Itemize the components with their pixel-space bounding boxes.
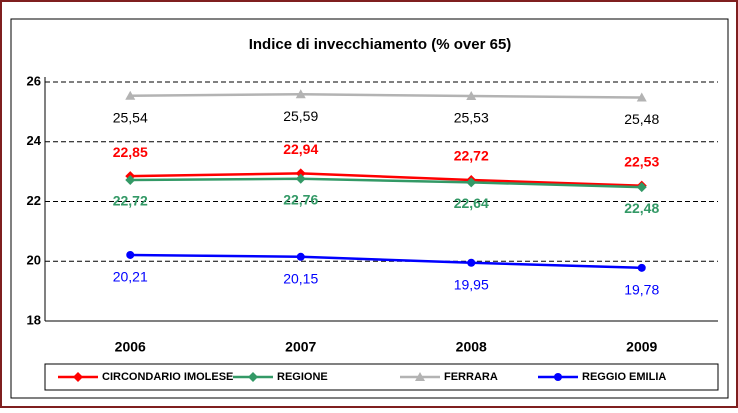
marker — [466, 91, 477, 101]
x-tick-label: 2007 — [285, 339, 316, 355]
data-label: 25,59 — [283, 108, 318, 124]
data-label: 20,21 — [113, 269, 148, 285]
y-tick-label: 20 — [27, 253, 41, 268]
marker — [73, 372, 83, 382]
marker — [295, 89, 306, 99]
legend-label: CIRCONDARIO IMOLESE — [102, 371, 233, 383]
marker — [466, 177, 477, 188]
legend-label: FERRARA — [444, 371, 498, 383]
marker — [248, 372, 258, 382]
data-label: 25,53 — [454, 110, 489, 126]
data-label: 19,95 — [454, 276, 489, 292]
marker — [636, 92, 647, 102]
y-tick-label: 24 — [27, 133, 42, 148]
chart-title: Indice di invecchiamento (% over 65) — [249, 36, 512, 53]
marker — [637, 263, 646, 272]
data-label: 25,54 — [113, 109, 148, 125]
marker — [295, 173, 306, 184]
marker — [296, 252, 305, 261]
legend-label: REGIONE — [277, 371, 328, 383]
x-tick-label: 2006 — [115, 339, 146, 355]
y-tick-label: 22 — [27, 193, 41, 208]
chart-border — [10, 18, 729, 399]
marker — [125, 90, 136, 100]
marker — [126, 250, 135, 259]
legend-label: REGGIO EMILIA — [582, 371, 666, 383]
series-line — [130, 177, 642, 189]
series-line — [130, 253, 642, 270]
data-label: 22,85 — [113, 144, 148, 160]
y-tick-label: 26 — [27, 73, 41, 88]
series-line — [130, 92, 642, 99]
data-label: 22,53 — [624, 153, 659, 169]
marker — [467, 258, 476, 267]
marker — [554, 373, 562, 381]
data-label: 25,48 — [624, 111, 659, 127]
series-line — [130, 172, 642, 187]
data-label: 20,15 — [283, 270, 318, 286]
data-label: 22,48 — [624, 200, 659, 216]
marker — [295, 168, 306, 179]
marker — [415, 372, 425, 381]
y-tick-label: 18 — [27, 312, 41, 327]
data-label: 19,78 — [624, 282, 659, 298]
marker — [125, 174, 136, 185]
marker — [636, 182, 647, 193]
x-tick-label: 2009 — [626, 339, 657, 355]
data-label: 22,76 — [283, 191, 318, 207]
data-label: 22,72 — [113, 193, 148, 209]
data-label: 22,72 — [454, 148, 489, 164]
legend-box — [44, 363, 719, 391]
x-tick-label: 2008 — [456, 339, 487, 355]
data-label: 22,64 — [454, 195, 489, 211]
data-label: 22,94 — [283, 141, 318, 157]
